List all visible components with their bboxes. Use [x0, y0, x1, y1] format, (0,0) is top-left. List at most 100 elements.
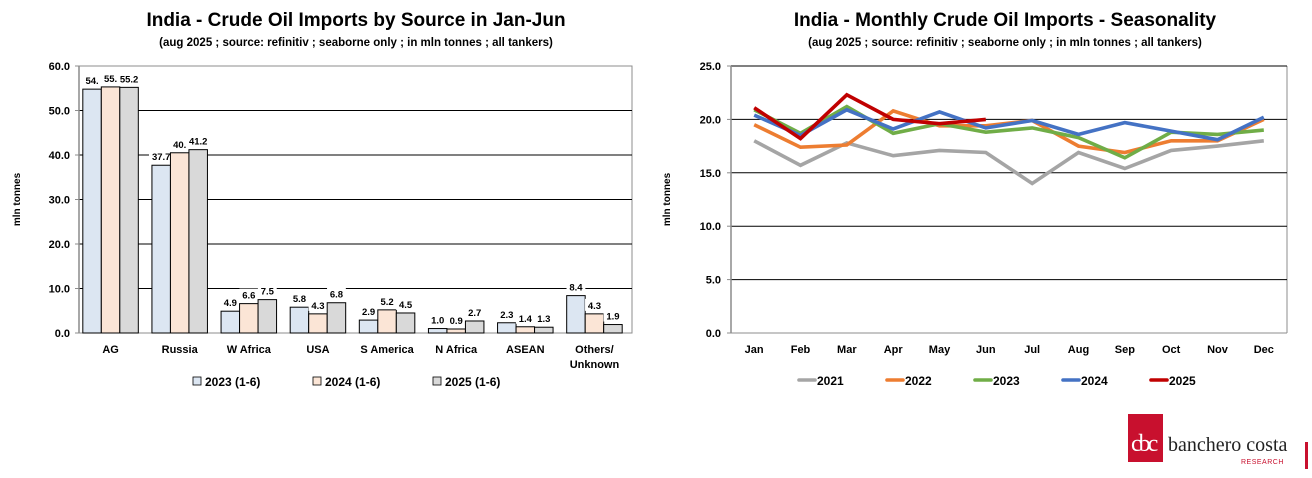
data-label: 2.9 [362, 307, 375, 318]
x-tick-label: Russia [162, 344, 199, 356]
data-label-bg [585, 298, 604, 311]
data-label: 4.9 [224, 298, 237, 309]
legend-label: 2025 (1-6) [445, 375, 500, 389]
data-label: 40. [173, 140, 186, 151]
y-tick-label: 50.0 [49, 106, 70, 118]
data-label-bg [290, 292, 309, 305]
data-label-bg [497, 307, 517, 320]
data-label-bg [170, 137, 190, 150]
bar-chart-title: India - Crude Oil Imports by Source in J… [146, 10, 566, 31]
x-tick-label: Others/ [575, 344, 614, 356]
y-tick-label: 0.0 [55, 328, 70, 340]
logo-mark: cbc [1128, 414, 1163, 462]
logo-research-label: RESEARCH [1241, 459, 1284, 466]
y-tick-label: 40.0 [49, 150, 70, 162]
series-line-2024 [753, 107, 1265, 142]
y-tick-label: 10.0 [700, 221, 721, 233]
logo-glyph: cbc [1131, 431, 1158, 457]
data-label: 54. [85, 76, 98, 87]
x-tick-label: Nov [1207, 344, 1229, 356]
legend-swatch [432, 376, 442, 386]
legend-label: 2023 [993, 374, 1020, 388]
x-tick-label: Jun [976, 344, 996, 356]
x-tick-label: AG [102, 344, 119, 356]
y-tick-label: 25.0 [700, 61, 721, 73]
x-tick-label: USA [306, 344, 329, 356]
data-label-bg [239, 288, 259, 301]
bar [584, 313, 605, 334]
data-label: 5.8 [293, 294, 306, 305]
data-label-bg [308, 298, 328, 311]
legend-label: 2025 [1169, 374, 1196, 388]
y-tick-label: 0.0 [706, 328, 721, 340]
x-tick-label: S America [360, 344, 414, 356]
y-tick-label: 15.0 [700, 168, 721, 180]
x-tick-label: Jan [745, 344, 764, 356]
logo-accent-bar [1305, 442, 1308, 469]
x-tick-label: N Africa [435, 344, 478, 356]
data-label-bg [101, 71, 120, 84]
y-tick-label: 20.0 [700, 114, 721, 126]
bar [534, 326, 554, 334]
data-label: 4.3 [311, 301, 324, 312]
bar [257, 299, 278, 334]
data-label-bg [465, 305, 485, 318]
data-label-bg [359, 305, 378, 318]
data-label-bg [220, 296, 240, 309]
data-label: 4.5 [399, 300, 413, 311]
data-label: 1.0 [431, 316, 444, 327]
data-label-bg [515, 311, 535, 324]
line-chart-title: India - Monthly Crude Oil Imports - Seas… [793, 10, 1217, 31]
series-line-2025 [753, 92, 986, 141]
x-tick-label: Dec [1254, 344, 1274, 356]
y-axis-label: mln tonnes [662, 172, 673, 226]
x-tick-label: Sep [1115, 344, 1135, 356]
data-label: 0.9 [450, 316, 463, 327]
data-label: 1.4 [519, 314, 533, 325]
data-label: 2.7 [468, 308, 481, 319]
data-label: 6.6 [242, 291, 255, 302]
data-label-bg [446, 313, 466, 326]
bar [603, 324, 623, 334]
data-label-bg [534, 312, 554, 325]
legend-label: 2024 [1081, 374, 1108, 388]
bar [188, 149, 208, 334]
data-label-bg [428, 313, 448, 326]
x-tick-label: Unknown [570, 359, 620, 371]
y-tick-label: 10.0 [49, 284, 70, 296]
x-tick-label: Aug [1068, 344, 1089, 356]
legend-swatch [192, 376, 202, 386]
bar [119, 86, 139, 334]
x-tick-label: ASEAN [506, 344, 545, 356]
bar [326, 302, 347, 334]
data-label-bg [327, 287, 346, 300]
legend-label: 2021 [817, 374, 844, 388]
x-tick-label: Feb [791, 344, 811, 356]
data-label: 6.8 [330, 290, 343, 301]
x-tick-label: May [929, 344, 951, 356]
legend-label: 2024 (1-6) [325, 375, 380, 389]
legend-label: 2023 (1-6) [205, 375, 260, 389]
x-tick-label: Apr [884, 344, 904, 356]
y-tick-label: 60.0 [49, 61, 70, 73]
data-label: 37.7 [152, 152, 171, 163]
line-chart-subtitle: (aug 2025 ; source: refinitiv ; seaborne… [808, 37, 1202, 49]
x-tick-label: Oct [1162, 344, 1181, 356]
data-label-bg [603, 309, 623, 322]
y-tick-label: 5.0 [706, 275, 721, 287]
x-tick-label: Mar [837, 344, 857, 356]
banchero-costa-logo: cbc banchero costa RESEARCH [1128, 414, 1312, 474]
bar-chart-subtitle: (aug 2025 ; source: refinitiv ; seaborne… [159, 37, 553, 49]
legend-label: 2022 [905, 374, 932, 388]
data-label: 41.2 [189, 137, 208, 148]
data-label-bg [116, 72, 142, 85]
data-label-bg [377, 294, 397, 307]
data-label: 8.4 [569, 283, 583, 294]
data-label-bg [566, 280, 586, 293]
x-tick-label: W Africa [227, 344, 272, 356]
data-label-bg [148, 150, 174, 163]
y-tick-label: 20.0 [49, 239, 70, 251]
data-label-bg [185, 134, 211, 147]
bar [395, 312, 416, 334]
data-label: 5.2 [380, 297, 393, 308]
